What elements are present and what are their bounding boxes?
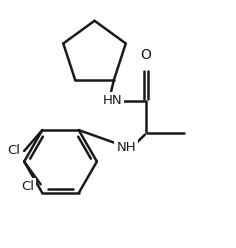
Text: NH: NH — [116, 141, 136, 154]
Text: Cl: Cl — [7, 145, 20, 157]
Text: Cl: Cl — [21, 180, 34, 193]
Text: HN: HN — [102, 94, 122, 107]
Text: O: O — [141, 48, 152, 62]
